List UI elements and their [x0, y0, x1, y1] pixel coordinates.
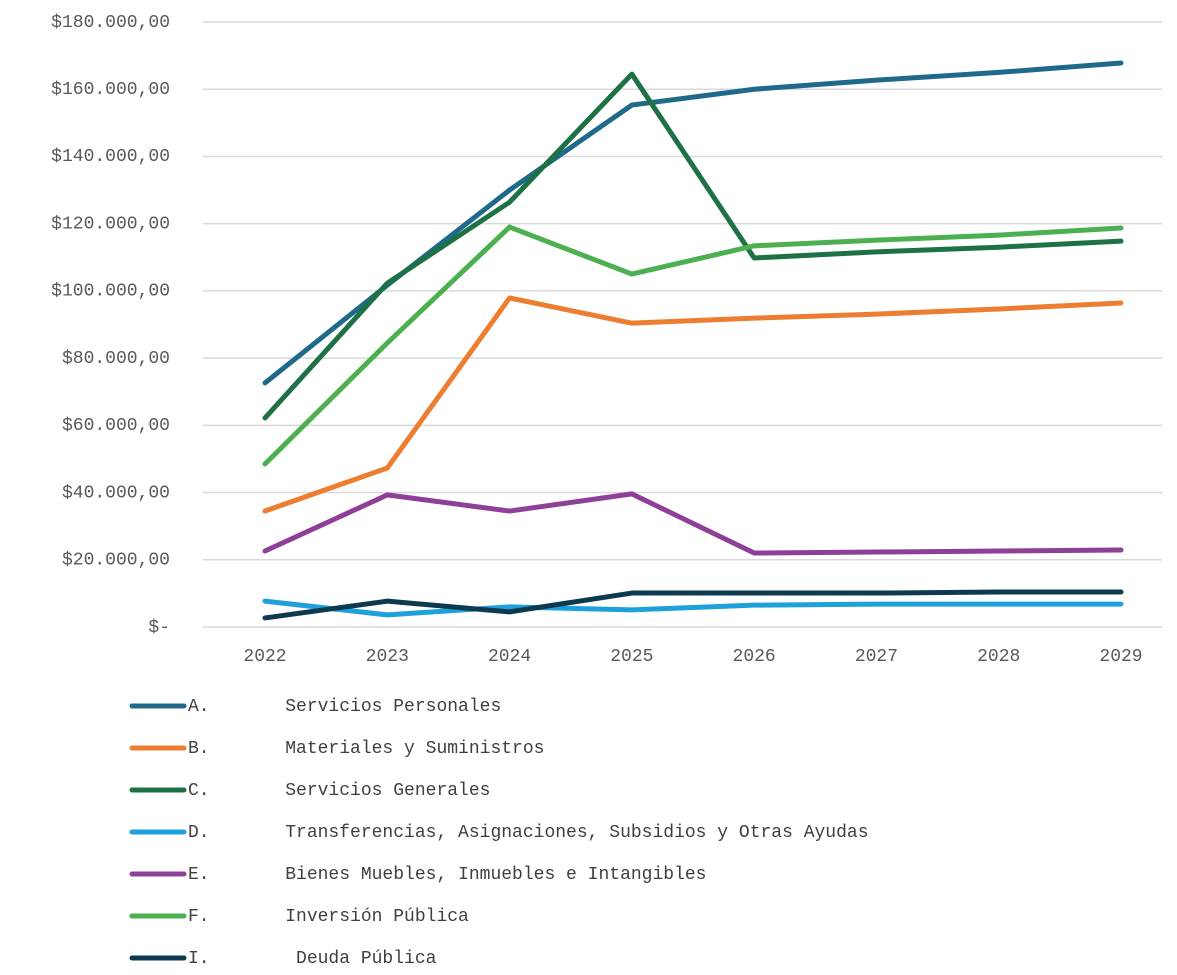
legend-label: B. Materiales y Suministros	[188, 739, 544, 759]
legend-label: D. Transferencias, Asignaciones, Subsidi…	[188, 823, 869, 843]
x-tick-label: 2029	[1099, 647, 1142, 667]
x-tick-label: 2025	[610, 647, 653, 667]
x-tick-label: 2027	[855, 647, 898, 667]
y-tick-label: $180.000,00	[51, 13, 170, 33]
x-tick-label: 2026	[733, 647, 776, 667]
y-tick-label: $60.000,00	[62, 416, 170, 436]
series-line	[262, 589, 1124, 621]
y-tick-label: $160.000,00	[51, 80, 170, 100]
x-tick-label: 2028	[977, 647, 1020, 667]
y-tick-label: $-	[148, 618, 170, 638]
legend-label: C. Servicios Generales	[188, 781, 490, 801]
legend-label: A. Servicios Personales	[188, 697, 501, 717]
series-line	[262, 295, 1124, 514]
y-tick-label: $100.000,00	[51, 282, 170, 302]
series-line	[262, 71, 1124, 421]
legend-label: I. Deuda Pública	[188, 949, 437, 969]
x-tick-label: 2022	[243, 647, 286, 667]
series-line	[262, 224, 1124, 467]
y-tick-label: $20.000,00	[62, 551, 170, 571]
x-tick-label: 2024	[488, 647, 531, 667]
y-tick-label: $120.000,00	[51, 214, 170, 234]
y-tick-label: $80.000,00	[62, 349, 170, 369]
x-tick-label: 2023	[366, 647, 409, 667]
legend-label: F. Inversión Pública	[188, 907, 469, 927]
y-tick-label: $40.000,00	[62, 483, 170, 503]
legend-label: E. Bienes Muebles, Inmuebles e Intangibl…	[188, 865, 706, 885]
series-line	[262, 491, 1124, 556]
y-tick-label: $140.000,00	[51, 147, 170, 167]
series-line	[262, 598, 1124, 618]
